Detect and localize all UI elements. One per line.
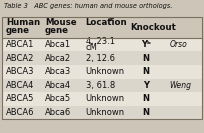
Text: N: N [142,94,149,103]
Bar [2,65,202,79]
Text: gene: gene [45,26,69,35]
Text: Unknown: Unknown [86,67,125,76]
Text: N: N [142,67,149,76]
Text: Human: Human [6,18,40,27]
Text: Abca6: Abca6 [45,108,71,117]
Text: Table 3   ABC genes: human and mouse orthologs.: Table 3 ABC genes: human and mouse ortho… [4,3,173,9]
Text: Yᵇ: Yᵇ [141,40,151,49]
Text: Y: Y [143,81,149,90]
Bar [2,92,202,106]
Bar [2,38,202,51]
Text: Location: Location [86,18,127,27]
Text: gene: gene [6,26,30,35]
Text: Weng: Weng [169,81,191,90]
Text: Unknown: Unknown [86,94,125,103]
Text: N: N [142,108,149,117]
Text: 4, 23.1: 4, 23.1 [86,37,115,46]
Text: ABCA2: ABCA2 [6,54,34,63]
Text: Abca5: Abca5 [45,94,71,103]
Text: Abca3: Abca3 [45,67,71,76]
Text: Mouse: Mouse [45,18,76,27]
Text: Orso: Orso [169,40,187,49]
Text: 2, 12.6: 2, 12.6 [86,54,115,63]
Text: N: N [142,54,149,63]
Text: Abca1: Abca1 [45,40,71,49]
Text: Abca4: Abca4 [45,81,71,90]
Text: ABCA4: ABCA4 [6,81,34,90]
Bar [2,17,202,119]
Text: a: a [109,17,113,22]
Text: cM: cM [86,43,98,52]
Text: ABCA1: ABCA1 [6,40,34,49]
Bar [2,17,202,38]
Text: Unknown: Unknown [86,108,125,117]
Text: Knockout: Knockout [131,23,176,32]
Bar [2,106,202,119]
Text: ABCA6: ABCA6 [6,108,35,117]
Text: ABCA3: ABCA3 [6,67,35,76]
Bar [2,51,202,65]
Text: Abca2: Abca2 [45,54,71,63]
Text: ABCA5: ABCA5 [6,94,34,103]
Bar [2,79,202,92]
Text: 3, 61.8: 3, 61.8 [86,81,115,90]
